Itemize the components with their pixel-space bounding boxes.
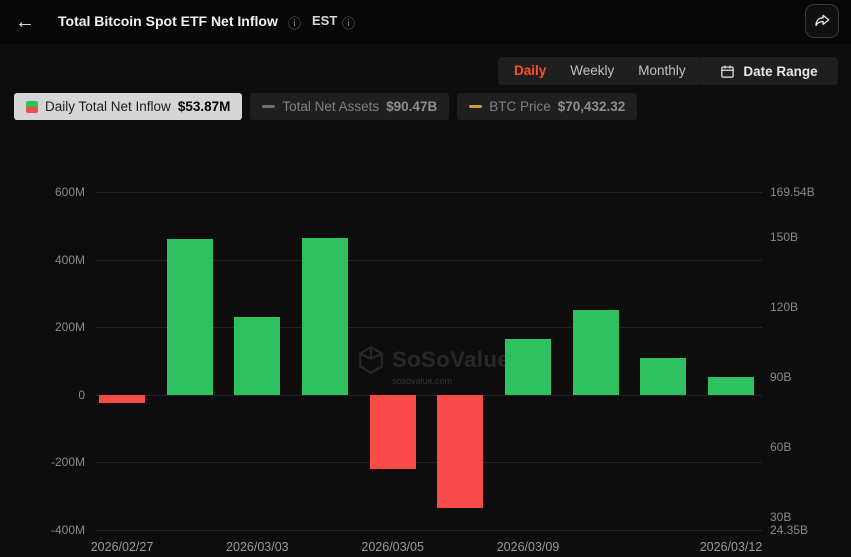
legend-item-btc-price[interactable]: BTC Price $70,432.32: [457, 93, 638, 120]
share-button[interactable]: [805, 4, 839, 38]
date-range-button[interactable]: Date Range: [700, 57, 838, 85]
interval-tabs: Daily Weekly Monthly: [498, 57, 702, 85]
sosovalue-logo-icon: [359, 346, 383, 374]
y-axis-left-label: -400M: [50, 523, 85, 537]
net-assets-dash-icon: [262, 105, 276, 108]
x-axis-label: 2026/02/27: [90, 540, 154, 554]
gridline: [95, 259, 762, 261]
legend-item-total-net-assets[interactable]: Total Net Assets $90.47B: [250, 93, 450, 120]
gridline: [95, 530, 762, 531]
watermark-brand: SoSoValue: [392, 347, 511, 372]
net-inflow-swatch-icon: [26, 100, 38, 113]
legend-label: Total Net Assets: [282, 99, 380, 114]
tab-daily[interactable]: Daily: [514, 63, 547, 78]
gridline: [95, 327, 762, 329]
bar-chart: SoSoValue sosovalue.com 600M 400M 200M 0 -20…: [0, 160, 851, 557]
bar-2026/03/02[interactable]: [166, 239, 213, 395]
timezone-label: EST: [312, 13, 338, 28]
bar-2026/03/09[interactable]: [505, 339, 552, 395]
y-axis-right-label: 150B: [770, 230, 799, 245]
share-icon: [815, 14, 830, 27]
bar-2026/03/03[interactable]: [234, 317, 281, 395]
legend-label: BTC Price: [489, 99, 551, 114]
tab-weekly[interactable]: Weekly: [570, 63, 615, 78]
bar-2026/03/11[interactable]: [640, 357, 687, 395]
bar-2026/03/06[interactable]: [437, 394, 484, 509]
y-axis-left-label: 0: [78, 387, 85, 402]
timezone-info-icon[interactable]: ⓘ: [342, 16, 356, 31]
tab-monthly[interactable]: Monthly: [638, 63, 686, 78]
watermark: SoSoValue: [358, 346, 510, 374]
x-axis-label: 2026/03/12: [699, 540, 763, 554]
x-axis-label: 2026/03/03: [226, 540, 289, 554]
y-axis-left-label: 600M: [54, 185, 85, 199]
bar-2026/03/04[interactable]: [302, 237, 348, 395]
chart-legend: Daily Total Net Inflow $53.87M Total Net…: [14, 93, 638, 120]
gridline: [95, 462, 762, 464]
y-axis-left-label: 200M: [54, 320, 85, 335]
bar-2026/02/27[interactable]: [99, 394, 145, 404]
legend-value: $53.87M: [177, 99, 231, 114]
gridline: [95, 192, 762, 193]
y-axis-left-label: 400M: [54, 252, 85, 267]
legend-item-net-inflow[interactable]: Daily Total Net Inflow $53.87M: [14, 93, 243, 120]
date-range-label: Date Range: [743, 63, 818, 79]
legend-label: Daily Total Net Inflow: [45, 99, 171, 114]
calendar-icon: [721, 65, 735, 78]
x-axis-label: 2026/03/09: [496, 540, 560, 554]
y-axis-right-label: 30B: [770, 509, 792, 524]
watermark-domain: sosovalue.com: [392, 376, 453, 386]
btc-price-dash-icon: [469, 105, 483, 108]
x-axis-label: 2026/03/05: [361, 540, 424, 554]
legend-value: $90.47B: [386, 99, 438, 114]
y-axis-right-label: 60B: [770, 440, 792, 454]
y-axis-right-label: 24.35B: [770, 523, 809, 537]
title-info-icon[interactable]: ⓘ: [288, 16, 302, 31]
y-axis-left-label: -200M: [50, 455, 85, 470]
header-bar: ← Total Bitcoin Spot ETF Net Inflow ⓘ ES…: [0, 0, 851, 44]
gridline: [95, 394, 762, 396]
y-axis-right-label: 90B: [770, 370, 792, 385]
bar-2026/03/05[interactable]: [369, 394, 416, 470]
page-title: Total Bitcoin Spot ETF Net Inflow: [58, 13, 278, 29]
y-axis-right-label: 120B: [770, 300, 799, 315]
bar-2026/03/12[interactable]: [708, 376, 755, 395]
legend-value: $70,432.32: [557, 99, 626, 114]
bar-2026/03/10[interactable]: [572, 310, 619, 395]
y-axis-right-label: 169.54B: [770, 185, 815, 199]
back-icon[interactable]: ←: [15, 11, 35, 33]
